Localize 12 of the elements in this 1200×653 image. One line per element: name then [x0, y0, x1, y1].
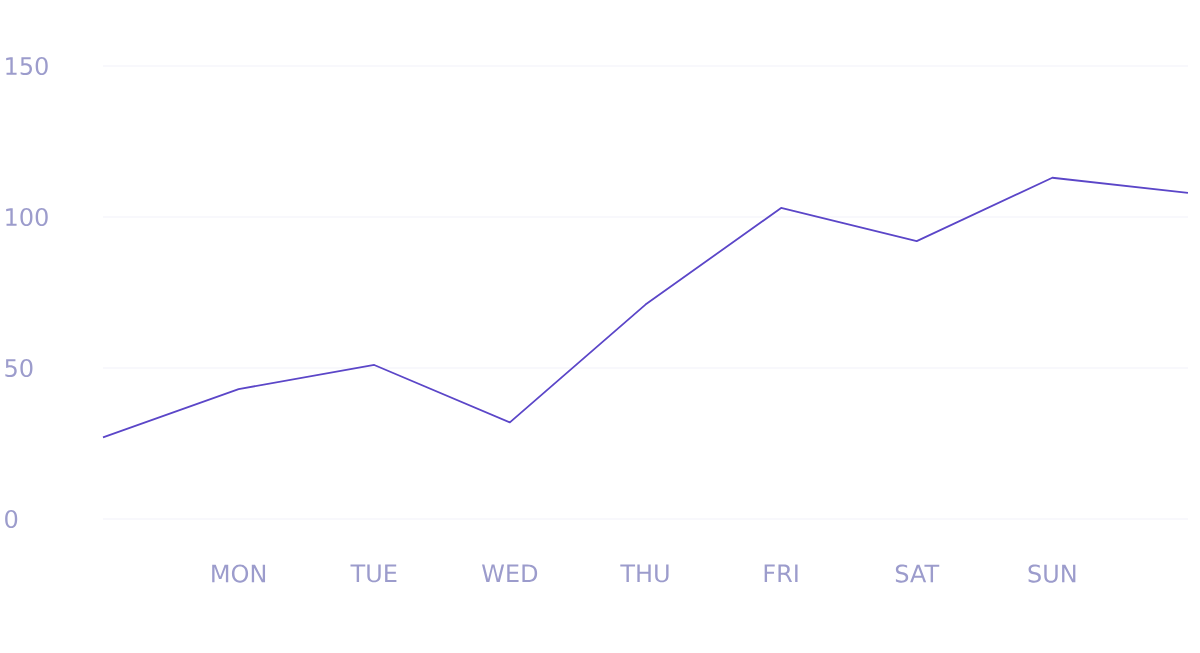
line-series [102, 176, 1189, 439]
x-tick-label: TUE [350, 564, 397, 583]
y-tick-label: 150 [6, 56, 48, 76]
y-tick-label: 0 [5, 509, 18, 529]
x-tick-label: FRI [764, 564, 798, 583]
x-tick-label: SAT [895, 564, 940, 583]
x-tick-label: MON [212, 564, 266, 583]
y-tick-label: 100 [6, 207, 48, 227]
x-tick-label: WED [481, 564, 538, 583]
x-tick-label: THU [620, 564, 669, 583]
x-tick-label: SUN [1028, 564, 1076, 583]
y-tick-label: 50 [5, 358, 33, 378]
